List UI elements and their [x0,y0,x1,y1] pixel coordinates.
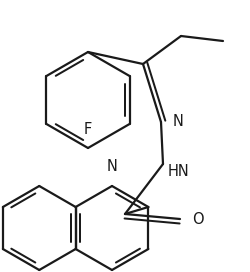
Text: O: O [192,212,203,227]
Text: N: N [106,159,118,174]
Text: HN: HN [168,165,190,180]
Text: F: F [84,122,92,138]
Text: N: N [173,115,184,129]
